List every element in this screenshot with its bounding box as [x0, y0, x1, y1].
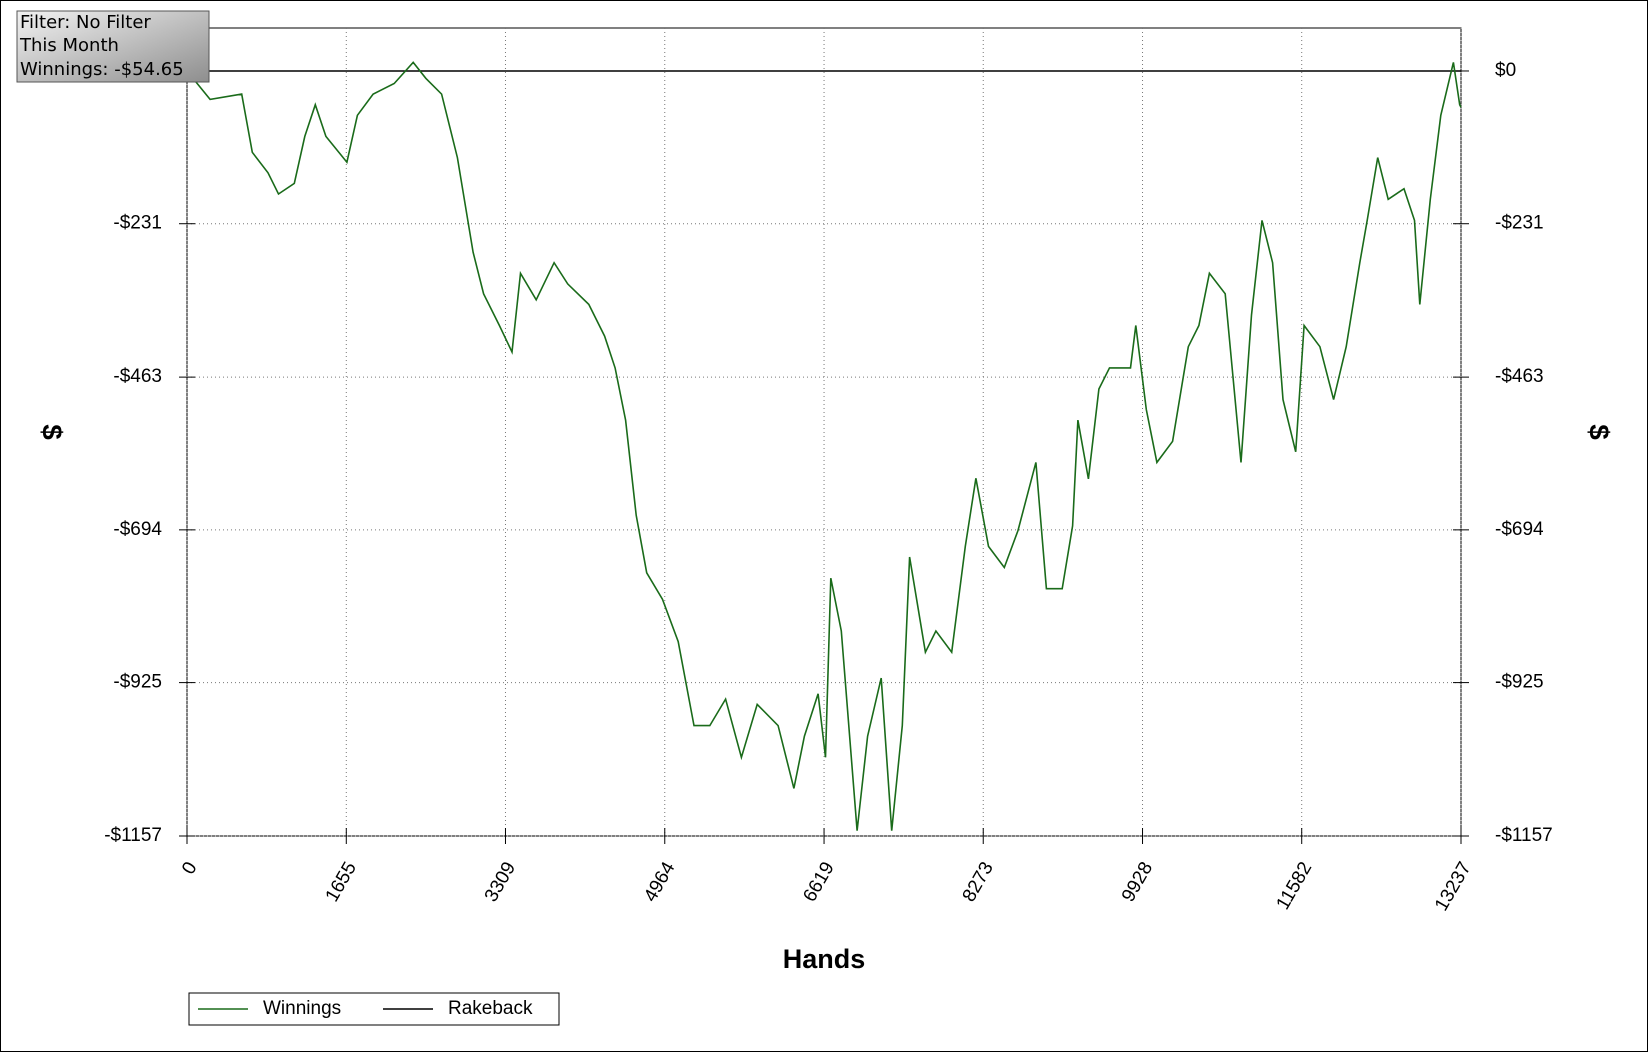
y2-tick-label: $0 — [1495, 60, 1516, 81]
legend — [188, 992, 560, 1026]
y-tick-label: -$231 — [113, 213, 162, 234]
legend-label: Rakeback — [448, 998, 533, 1019]
y-tick-label: -$1157 — [104, 825, 162, 846]
y2-tick-label: -$925 — [1495, 672, 1544, 693]
y-tick-label: -$694 — [113, 519, 162, 540]
info-winnings: Winnings: -$54.65 — [20, 59, 184, 80]
y-tick-label: -$463 — [113, 366, 162, 387]
y2-axis-title: $ — [1584, 424, 1615, 440]
info-filter: Filter: No Filter — [20, 12, 151, 33]
y2-tick-label: -$231 — [1495, 213, 1544, 234]
x-axis-title: Hands — [783, 944, 866, 974]
legend-label: Winnings — [263, 998, 341, 1019]
y-tick-label: -$925 — [113, 672, 162, 693]
y2-tick-label: -$463 — [1495, 366, 1544, 387]
info-period: This Month — [19, 35, 119, 56]
legend-items: Winnings Rakeback — [198, 998, 533, 1019]
y2-tick-label: -$694 — [1495, 519, 1544, 540]
y-axis-title: $ — [37, 424, 68, 440]
y2-tick-label: -$1157 — [1495, 825, 1553, 846]
info-box — [16, 10, 210, 83]
series-line — [186, 61, 1462, 831]
